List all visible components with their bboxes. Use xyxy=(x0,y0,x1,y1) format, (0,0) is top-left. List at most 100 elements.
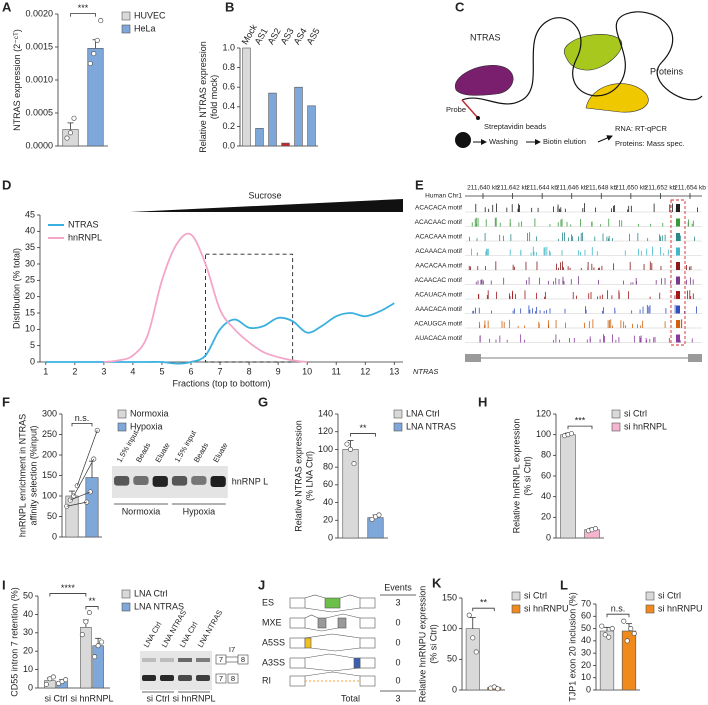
gene-exon xyxy=(688,354,702,362)
event-type: RI xyxy=(262,675,271,685)
exon xyxy=(227,673,239,684)
y-tick-label: 0 xyxy=(328,532,333,542)
coordinate-label: 211,654 kb xyxy=(674,185,706,192)
data-point xyxy=(83,619,89,625)
data-point xyxy=(568,431,575,437)
data-point xyxy=(470,635,476,641)
data-point xyxy=(63,677,69,683)
x-tick-label: 12 xyxy=(360,366,370,376)
y-tick-label: 25 xyxy=(25,275,35,285)
y-tick-label: 35 xyxy=(25,242,35,252)
y-tick-label: 20 xyxy=(25,291,35,301)
label: NTRAS xyxy=(470,32,501,42)
motif-cluster xyxy=(676,320,680,328)
series-line xyxy=(45,302,395,365)
data-point xyxy=(628,626,634,632)
motif-label: AUACACA motif xyxy=(415,335,462,342)
y-axis-label: (% LNA Ctrl) xyxy=(304,451,314,501)
data-point xyxy=(347,446,354,452)
label: RNA: RT-qPCR xyxy=(615,124,668,133)
y-tick-label: 40 xyxy=(581,635,591,645)
y-tick-label: 0.0020 xyxy=(25,8,53,18)
group-label: Hypoxia xyxy=(183,506,216,516)
gel-band xyxy=(191,476,207,485)
group-label: Normoxia xyxy=(122,506,161,516)
motif-cluster xyxy=(676,291,680,299)
exon-label: 8 xyxy=(241,655,245,664)
y-tick-label: 50 xyxy=(581,623,591,633)
y-tick-label: 0.2 xyxy=(222,121,235,131)
bar xyxy=(281,142,290,147)
legend-swatch xyxy=(511,591,521,601)
y-tick-label: 40 xyxy=(23,609,33,619)
panel-letter: L xyxy=(560,577,568,592)
motif-cluster xyxy=(676,218,680,227)
legend-label: LNA Ctrl xyxy=(406,408,440,418)
y-axis-label: (% si Ctrl) xyxy=(428,624,438,664)
x-tick-label: si hnRNPL xyxy=(70,693,113,703)
y-tick-label: 200 xyxy=(42,449,57,459)
data-point xyxy=(91,51,97,57)
y-tick-label: 30 xyxy=(581,648,591,658)
y-tick-label: 10 xyxy=(23,664,33,674)
y-tick-label: 150 xyxy=(42,470,57,480)
gel-band xyxy=(196,675,210,681)
x-tick-label: 4 xyxy=(130,366,135,376)
motif-label: ACAUGCA motif xyxy=(414,321,462,328)
gel-band xyxy=(178,675,192,681)
event-type: A3SS xyxy=(262,657,285,667)
data-point xyxy=(43,681,49,687)
x-tick-label: 6 xyxy=(189,366,194,376)
x-tick-label: 7 xyxy=(218,366,223,376)
data-point xyxy=(592,526,599,532)
exon xyxy=(304,637,312,649)
data-point xyxy=(94,37,100,43)
group-label: si Ctrl xyxy=(147,693,170,703)
data-point xyxy=(71,115,77,121)
gel-band xyxy=(160,675,174,681)
biotin xyxy=(476,116,480,120)
exon xyxy=(289,637,306,649)
legend-swatch xyxy=(121,11,131,21)
significance-bracket xyxy=(606,613,630,618)
motif-label: AACACAA motif xyxy=(415,263,462,270)
exon xyxy=(337,617,347,629)
exon xyxy=(353,657,361,669)
y-tick-label: 40 xyxy=(25,226,35,236)
arrow xyxy=(597,135,613,143)
legend-swatch xyxy=(117,409,127,419)
legend-label: Normoxia xyxy=(130,408,169,418)
gel-band xyxy=(171,476,188,486)
exon-label: 7 xyxy=(219,655,223,664)
splice-junction xyxy=(339,594,361,599)
gene-exon xyxy=(465,354,481,362)
label: Washing xyxy=(489,137,518,146)
y-tick-label: 30 xyxy=(23,627,33,637)
panel-letter: D xyxy=(2,177,11,192)
y-axis-label: NTRAS expression (2⁻ᶜᵀ) xyxy=(12,29,22,131)
probe xyxy=(461,99,479,119)
legend-swatch xyxy=(645,604,655,614)
coordinate-label: 211,640 kb xyxy=(467,185,499,192)
significance-bracket xyxy=(49,593,87,597)
y-tick-label: 100 xyxy=(536,429,551,439)
y-tick-label: 20 xyxy=(581,660,591,670)
paired-line xyxy=(76,430,98,486)
event-count: 0 xyxy=(395,657,400,667)
y-tick-label: 60 xyxy=(541,470,551,480)
lane-label: LNA NTRAS xyxy=(196,608,225,649)
event-type: A5SS xyxy=(262,637,285,647)
data-point xyxy=(495,686,501,692)
bar xyxy=(85,477,99,538)
significance-label: n.s. xyxy=(75,413,90,423)
y-tick-label: 0.0015 xyxy=(25,41,53,51)
data-point xyxy=(602,632,608,638)
panel-letter: K xyxy=(432,575,442,590)
motif-label: AAACACA motif xyxy=(415,306,462,313)
x-axis-label: Fractions (top to bottom) xyxy=(172,378,270,388)
significance-bracket xyxy=(71,423,93,427)
y-tick-label: 120 xyxy=(536,408,551,418)
x-tick-label: 8 xyxy=(247,366,252,376)
column-header: Events xyxy=(384,582,412,592)
data-point xyxy=(86,610,92,616)
